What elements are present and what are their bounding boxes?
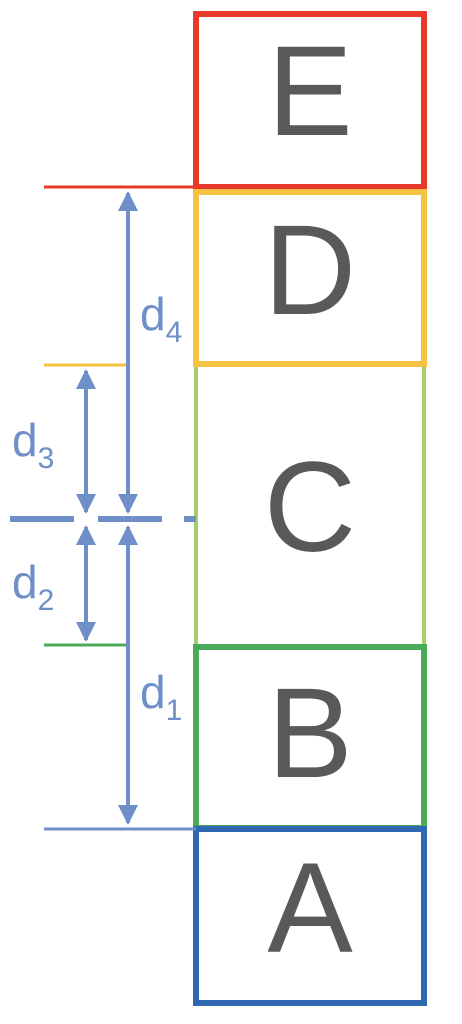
dimension-label-d1: d1 bbox=[140, 666, 182, 727]
box-label-b: B bbox=[267, 662, 352, 805]
box-label-d: D bbox=[264, 199, 356, 342]
box-label-e: E bbox=[267, 20, 352, 163]
box-e bbox=[193, 11, 427, 190]
box-label-a: A bbox=[267, 837, 353, 980]
box-label-c: C bbox=[264, 436, 356, 579]
dimension-label-d3: d3 bbox=[12, 414, 54, 475]
box-d bbox=[193, 189, 427, 367]
dimension-label-d4: d4 bbox=[140, 288, 182, 349]
box-a bbox=[193, 826, 427, 1006]
dimension-label-d2: d2 bbox=[12, 556, 54, 617]
